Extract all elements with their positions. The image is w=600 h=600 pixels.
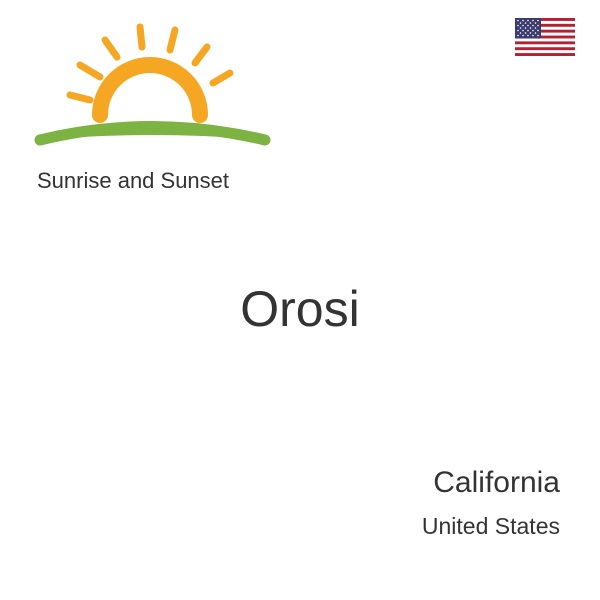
- country-label: United States: [422, 513, 560, 540]
- city-title: Orosi: [240, 280, 359, 338]
- sunrise-icon: [25, 15, 275, 175]
- flag-svg: [515, 18, 575, 56]
- tagline-text: Sunrise and Sunset: [37, 168, 229, 194]
- sunrise-logo: [25, 15, 275, 175]
- state-label: California: [433, 466, 560, 500]
- us-flag-icon: [515, 18, 575, 56]
